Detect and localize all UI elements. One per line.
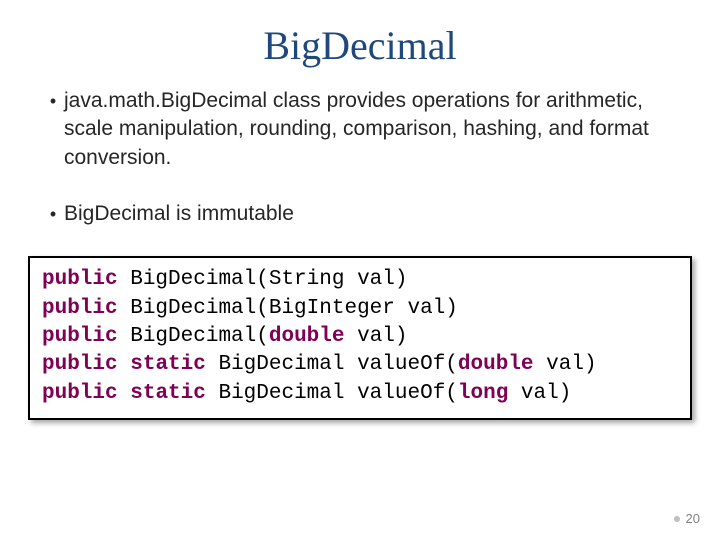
bullet-dot-icon: • <box>42 202 64 226</box>
code-block: public BigDecimal(String val) public Big… <box>28 256 692 420</box>
bullet-dot-icon: • <box>42 89 64 113</box>
bullet-text: java.math.BigDecimal class provides oper… <box>64 87 672 172</box>
bullet-item: • java.math.BigDecimal class provides op… <box>42 87 672 172</box>
page-number-value: 20 <box>686 511 700 526</box>
page-number: 20 <box>674 511 700 526</box>
bullet-list: • java.math.BigDecimal class provides op… <box>0 87 720 228</box>
page-dot-icon <box>674 516 680 522</box>
bullet-item: • BigDecimal is immutable <box>42 200 672 228</box>
bullet-text: BigDecimal is immutable <box>64 200 672 228</box>
slide-title: BigDecimal <box>0 0 720 87</box>
